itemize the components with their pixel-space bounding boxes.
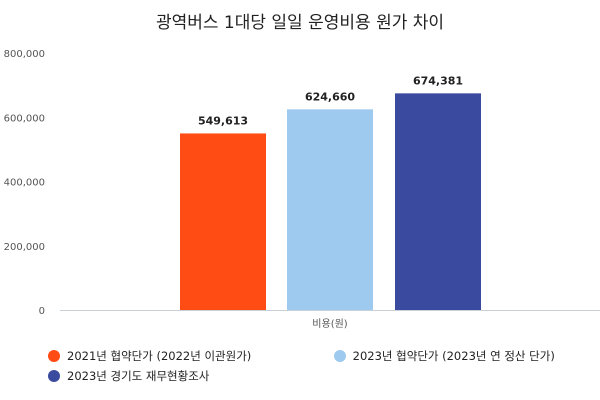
legend-item-2023-contract[interactable]: 2023년 협약단가 (2023년 연 정산 단가) xyxy=(333,346,555,366)
legend: 2021년 협약단가 (2022년 이관원가) 2023년 협약단가 (2023… xyxy=(48,346,588,386)
y-tick-label: 400,000 xyxy=(4,178,45,189)
x-axis-label: 비용(원) xyxy=(312,318,348,330)
data-label: 549,613 xyxy=(198,114,248,127)
bar xyxy=(180,133,266,310)
bar xyxy=(287,109,373,310)
legend-swatch xyxy=(333,350,346,362)
data-label: 674,381 xyxy=(413,74,463,87)
legend-label: 2021년 협약단가 (2022년 이관원가) xyxy=(67,349,252,363)
y-tick-label: 200,000 xyxy=(4,242,45,253)
bar xyxy=(395,93,481,310)
y-tick-label: 0 xyxy=(39,306,45,317)
y-tick-label: 600,000 xyxy=(4,113,45,124)
legend-swatch xyxy=(48,370,60,382)
legend-item-2023-survey[interactable]: 2023년 경기도 재무현황조사 xyxy=(48,366,209,386)
legend-label: 2023년 협약단가 (2023년 연 정산 단가) xyxy=(352,349,555,363)
chart-title: 광역버스 1대당 일일 운영비용 원가 차이 xyxy=(155,13,445,33)
bar-chart: 0 200,000 400,000 600,000 800,000 549,613 624,… xyxy=(4,49,600,330)
y-tick-label: 800,000 xyxy=(4,49,45,60)
legend-label: 2023년 경기도 재무현황조사 xyxy=(67,369,210,383)
legend-item-2021[interactable]: 2021년 협약단가 (2022년 이관원가) xyxy=(48,346,330,366)
legend-swatch xyxy=(48,350,60,362)
data-label: 624,660 xyxy=(305,90,355,103)
